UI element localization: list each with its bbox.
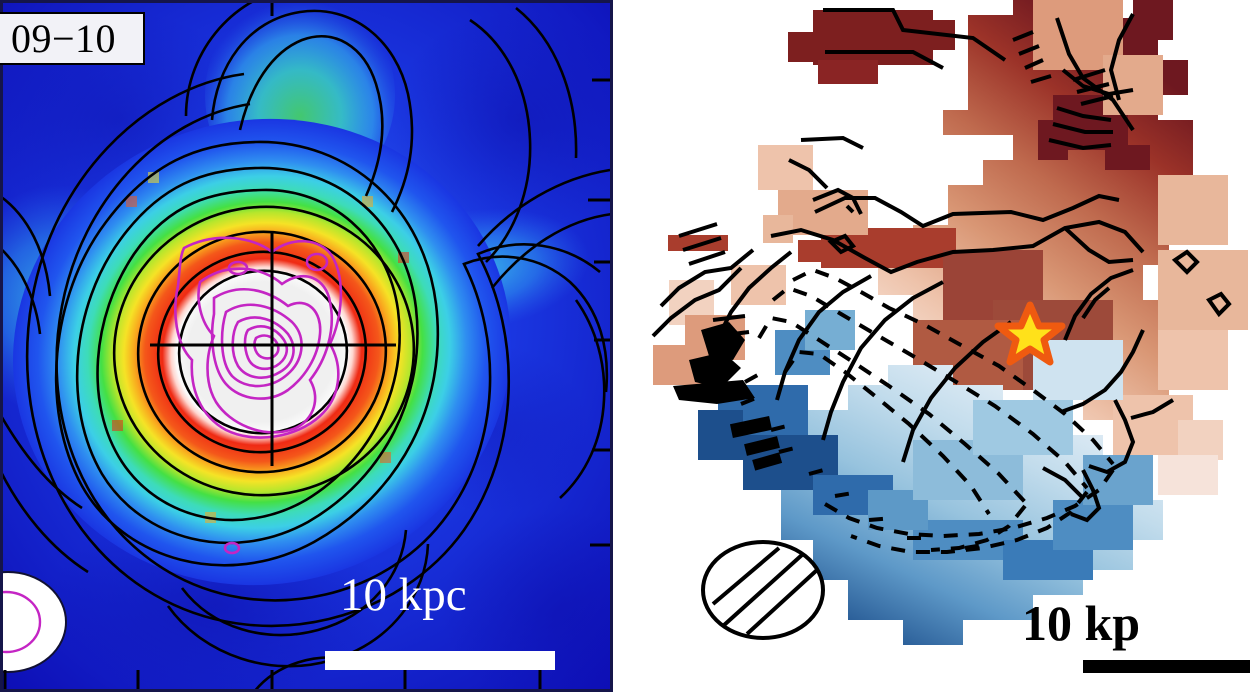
- right-scalebar: [1083, 660, 1250, 673]
- right-scalebar-label: 10 kp: [1022, 595, 1141, 651]
- left-panel-canvas: [0, 0, 613, 692]
- beam-ellipse-left: [0, 571, 67, 673]
- receding-velocity-region: [653, 0, 1248, 495]
- magenta-contours: [174, 236, 343, 555]
- right-panel-velocity-map[interactable]: [613, 0, 1250, 700]
- bottom-axis-ticks: [3, 670, 542, 692]
- left-scalebar: [325, 651, 555, 670]
- left-panel-intensity-map[interactable]: 09−10 10 kpc: [0, 0, 613, 692]
- left-panel-frame: [0, 0, 613, 692]
- galaxy-emission: [13, 118, 511, 586]
- masked-pixels: [673, 322, 783, 471]
- crosshair-marker: [150, 232, 396, 466]
- receding-contours: [651, 8, 1232, 523]
- right-panel-canvas: [613, 0, 1250, 700]
- velocity-gradient-hashes: [678, 30, 1114, 338]
- right-axis-ticks: [588, 78, 613, 547]
- left-scalebar-label: 10 kpc: [340, 569, 467, 621]
- beam-ellipse-right: [701, 540, 825, 640]
- source-label: 09−10: [0, 12, 145, 65]
- black-contours: [0, 0, 613, 692]
- source-label-text: 09−10: [10, 16, 117, 61]
